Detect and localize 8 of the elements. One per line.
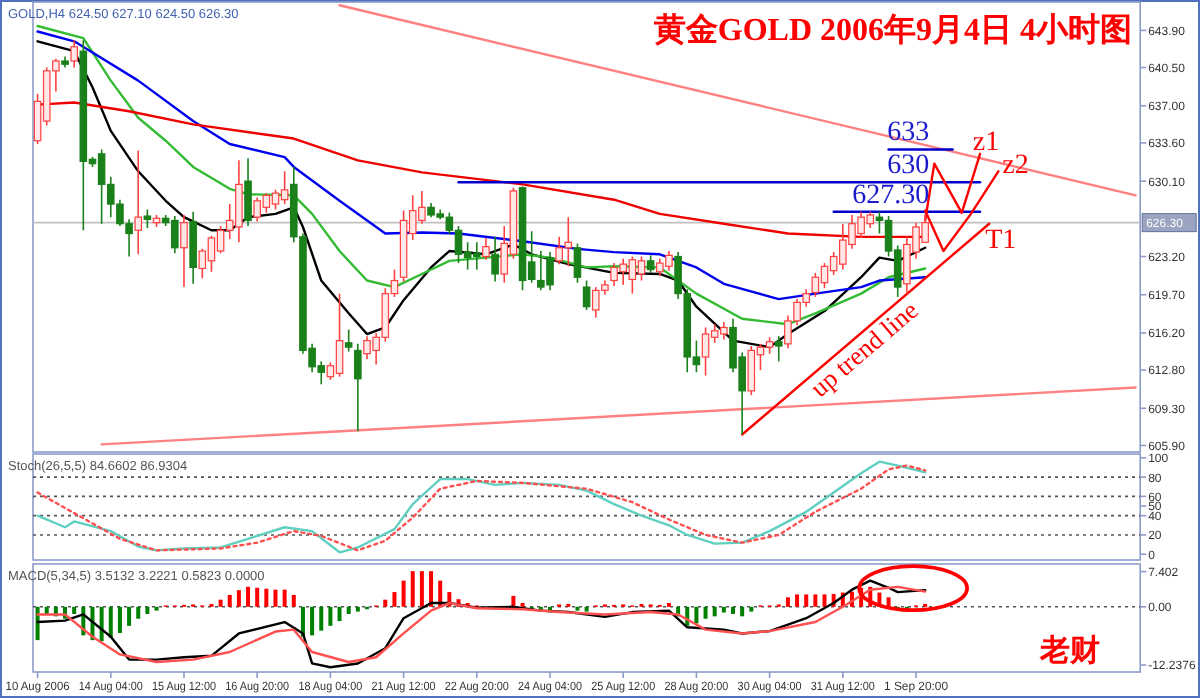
annotation: 627.30	[852, 180, 930, 211]
annotation: T1	[985, 225, 1017, 256]
annotation: 633	[887, 118, 930, 149]
annotation: 老财	[1038, 634, 1101, 668]
annotation: z2	[1002, 151, 1029, 182]
chart-title: 黄金GOLD 2006年9月4日 4小时图	[651, 12, 1132, 48]
annotation: z1	[972, 127, 1000, 158]
annotation: 630	[887, 151, 930, 182]
